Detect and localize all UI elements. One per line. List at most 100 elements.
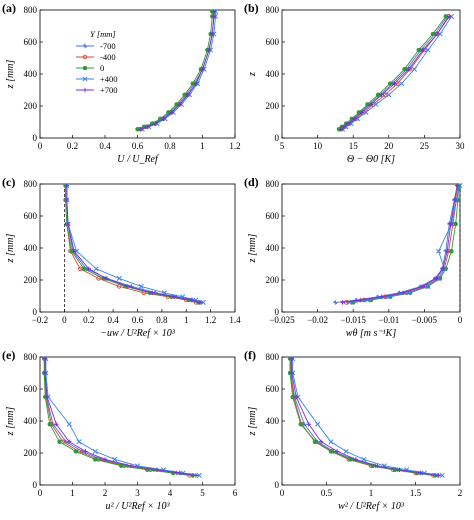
- y-axis-label: z: [247, 72, 258, 77]
- series-line-m700: [66, 185, 202, 303]
- data-point: [439, 472, 445, 478]
- data-point: [71, 249, 77, 254]
- series-line-m400: [346, 185, 459, 303]
- chart-panel-6: (f) 0 0.5 1 1.5 2 0 200 400 600 800 w² / U²Ref × 10…: [244, 348, 462, 512]
- data-point: [119, 463, 124, 469]
- chart-panel-2: (b) 5 10 15 20 25 30 0 200 400 600 800 Θ − Θ0 [K] z: [244, 1, 465, 165]
- data-point: [57, 439, 62, 445]
- data-point: [64, 183, 70, 188]
- x-axis-label: U / U_Ref: [117, 154, 159, 165]
- x-tick-label: 0.2: [83, 315, 94, 325]
- data-point: [153, 121, 158, 126]
- data-point: [406, 67, 411, 72]
- data-point: [436, 473, 441, 478]
- y-tick-label: 400: [266, 69, 280, 79]
- y-axis-label: z [mm]: [247, 407, 258, 437]
- data-point: [177, 470, 182, 476]
- data-point: [368, 102, 374, 107]
- series-line-p400: [292, 358, 443, 476]
- x-tick-label: −0.015: [341, 315, 367, 325]
- data-point: [145, 124, 150, 129]
- data-point: [352, 116, 357, 121]
- data-point: [436, 248, 442, 254]
- y-tick-label: 400: [266, 243, 280, 253]
- data-point: [435, 31, 440, 37]
- data-point: [457, 183, 463, 189]
- y-tick-label: 600: [266, 37, 280, 47]
- y-tick-label: 400: [24, 69, 38, 79]
- legend-marker: [82, 87, 88, 93]
- x-tick-label: 20: [384, 141, 394, 151]
- data-point: [306, 422, 311, 427]
- data-point: [125, 284, 130, 289]
- series-line-p400: [66, 185, 204, 303]
- data-point: [289, 370, 294, 376]
- y-tick-label: 600: [266, 211, 280, 221]
- legend-marker: [82, 54, 88, 60]
- x-tick-label: 2: [103, 488, 108, 498]
- y-tick-label: 200: [266, 275, 280, 285]
- plot-frame: [281, 9, 461, 139]
- legend-marker: [82, 43, 88, 49]
- data-point: [43, 370, 48, 376]
- data-point: [425, 47, 431, 53]
- x-tick-label: 0.2: [67, 141, 78, 151]
- data-point: [43, 356, 48, 361]
- data-point: [188, 297, 194, 303]
- x-tick-label: 5: [280, 141, 285, 151]
- plot-frame: [39, 9, 236, 139]
- data-point: [447, 14, 452, 19]
- data-point: [96, 276, 101, 281]
- data-point: [416, 47, 421, 53]
- y-tick-label: 800: [24, 5, 38, 15]
- data-point: [375, 463, 380, 468]
- x-tick-label: 1.2: [229, 141, 240, 151]
- data-point: [289, 356, 294, 361]
- x-tick-label: −0.005: [412, 315, 438, 325]
- data-point: [161, 116, 166, 121]
- data-point: [211, 14, 217, 19]
- legend-marker: [82, 65, 88, 71]
- data-point: [294, 394, 299, 400]
- data-point: [210, 31, 215, 37]
- data-point: [54, 422, 59, 427]
- data-point: [154, 467, 160, 472]
- chart-panel-1: (a) 0 0.2 0.4 0.6 0.8 1 1.2 0 200 400 600 800 U / U_R…: [2, 1, 241, 165]
- data-point: [449, 248, 454, 254]
- x-tick-label: 1.2: [205, 315, 216, 325]
- x-tick-label: 0.4: [99, 141, 111, 151]
- series-line-0: [65, 185, 199, 303]
- y-tick-label: 200: [266, 101, 280, 111]
- legend-entry: +400: [100, 74, 118, 84]
- panel-label: (c): [2, 175, 15, 189]
- x-tick-label: 4: [168, 488, 173, 498]
- legend-marker: [82, 76, 88, 82]
- x-tick-label: −0.01: [378, 315, 399, 325]
- panel-label: (b): [244, 1, 259, 15]
- y-tick-label: 0: [275, 480, 280, 490]
- y-tick-label: 200: [24, 448, 38, 458]
- data-point: [430, 31, 436, 37]
- data-point: [196, 472, 202, 478]
- y-tick-label: 800: [24, 179, 38, 189]
- series-line-p400: [45, 358, 200, 476]
- data-point: [180, 470, 186, 476]
- y-tick-label: 600: [24, 384, 38, 394]
- y-tick-label: 400: [24, 243, 38, 253]
- x-tick-label: 3: [135, 488, 140, 498]
- chart-panel-5: (e) 0 1 2 3 4 5 6 0 200 400 600 800 u² / U²Ref × 10³ z…: [2, 348, 238, 512]
- data-point: [200, 299, 206, 305]
- x-tick-label: −0.2: [32, 315, 48, 325]
- data-point: [454, 183, 460, 188]
- x-tick-label: −0.025: [269, 315, 295, 325]
- data-point: [400, 290, 406, 295]
- data-point: [313, 439, 319, 445]
- x-tick-label: 1: [184, 315, 189, 325]
- data-point: [66, 421, 72, 427]
- data-point: [333, 300, 338, 305]
- data-point: [65, 221, 71, 227]
- data-point: [392, 81, 397, 86]
- data-point: [298, 421, 303, 427]
- data-point: [83, 449, 88, 454]
